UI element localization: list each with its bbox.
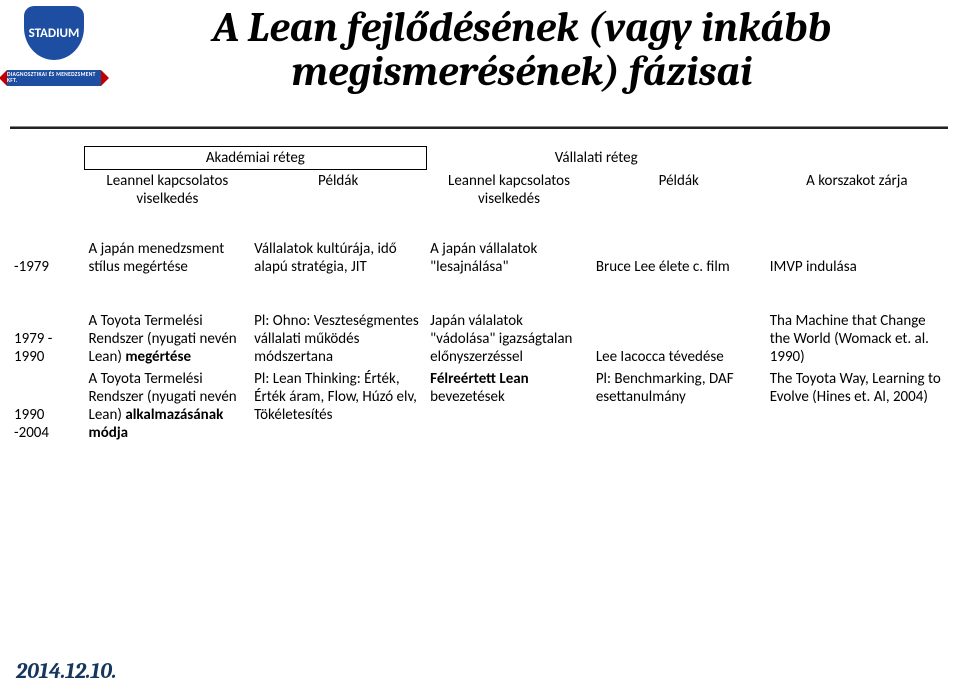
header-academic: Akadémiai réteg (85, 147, 427, 170)
gap-row (10, 210, 948, 238)
header-korszak: A korszakot zárja (766, 170, 948, 211)
cell-bold: megértése (125, 348, 191, 366)
cell-va-lk: A japán vállalatok "lesajnálása" (426, 238, 592, 282)
logo: STADIUM DIAGNOSZTIKAI ÉS MENEDZSMENT KFT… (6, 6, 102, 92)
cell-kz: IMVP indulása (766, 238, 948, 282)
logo-badge: STADIUM (12, 6, 96, 66)
logo-text: STADIUM (29, 26, 80, 41)
table-row: 1990 -2004 A Toyota Termelési Rendszer (… (10, 368, 948, 444)
cell-ac-lk: A Toyota Termelési Rendszer (nyugati nev… (85, 310, 251, 368)
cell-year: -1979 (10, 238, 85, 282)
cell-ac-lk: A japán menedzsment stílus megértése (85, 238, 251, 282)
header-row-2: Leannel kapcsolatos viselkedés Példák Le… (10, 170, 948, 211)
cell-year: 1990 -2004 (10, 368, 85, 444)
cell-va-pe: Lee Iacocca tévedése (592, 310, 766, 368)
title-line2: megismerésének) fázisai (292, 47, 753, 96)
header-peldak-1: Példák (250, 170, 426, 211)
cell-va-pe: Pl: Benchmarking, DAF esettanulmány (592, 368, 766, 444)
title-line1: A Lean fejlődésének (vagy inkább (213, 3, 832, 52)
header-corporate: Vállalati réteg (426, 147, 766, 170)
logo-strip: DIAGNOSZTIKAI ÉS MENEDZSMENT KFT. (7, 70, 101, 86)
phases-table: Akadémiai réteg Vállalati réteg Leannel … (10, 146, 948, 444)
cell-ac-pe: Pl: Ohno: Veszteségmentes vállalati műkö… (250, 310, 426, 368)
gap-row (10, 282, 948, 310)
footer-date: 2014.12.10. (16, 658, 117, 684)
header-row-1: Akadémiai réteg Vállalati réteg (10, 147, 948, 170)
cell-ac-lk: A Toyota Termelési Rendszer (nyugati nev… (85, 368, 251, 444)
header-leannel-1: Leannel kapcsolatos viselkedés (85, 170, 251, 211)
cell-year: 1979 - 1990 (10, 310, 85, 368)
cell-va-lk: Japán válalatok "vádolása" igazságtalan … (426, 310, 592, 368)
cell-ac-pe: Vállalatok kultúrája, idő alapú stratégi… (250, 238, 426, 282)
cell-text: bevezetések (430, 388, 505, 406)
page-title: A Lean fejlődésének (vagy inkább megisme… (112, 6, 932, 94)
cell-bold: Félreértett Lean (430, 370, 529, 388)
cell-ac-pe: Pl: Lean Thinking: Érték, Érték áram, Fl… (250, 368, 426, 444)
horizontal-rule (10, 126, 948, 129)
header-leannel-2: Leannel kapcsolatos viselkedés (426, 170, 592, 211)
logo-shield: STADIUM (24, 6, 84, 60)
cell-va-lk: Félreértett Lean bevezetések (426, 368, 592, 444)
table-row: -1979 A japán menedzsment stílus megérté… (10, 238, 948, 282)
cell-kz: Tha Machine that Change the World (Womac… (766, 310, 948, 368)
header-peldak-2: Példák (592, 170, 766, 211)
table: Akadémiai réteg Vállalati réteg Leannel … (10, 146, 948, 444)
table-row: 1979 - 1990 A Toyota Termelési Rendszer … (10, 310, 948, 368)
cell-va-pe: Bruce Lee élete c. film (592, 238, 766, 282)
cell-kz: The Toyota Way, Learning to Evolve (Hine… (766, 368, 948, 444)
